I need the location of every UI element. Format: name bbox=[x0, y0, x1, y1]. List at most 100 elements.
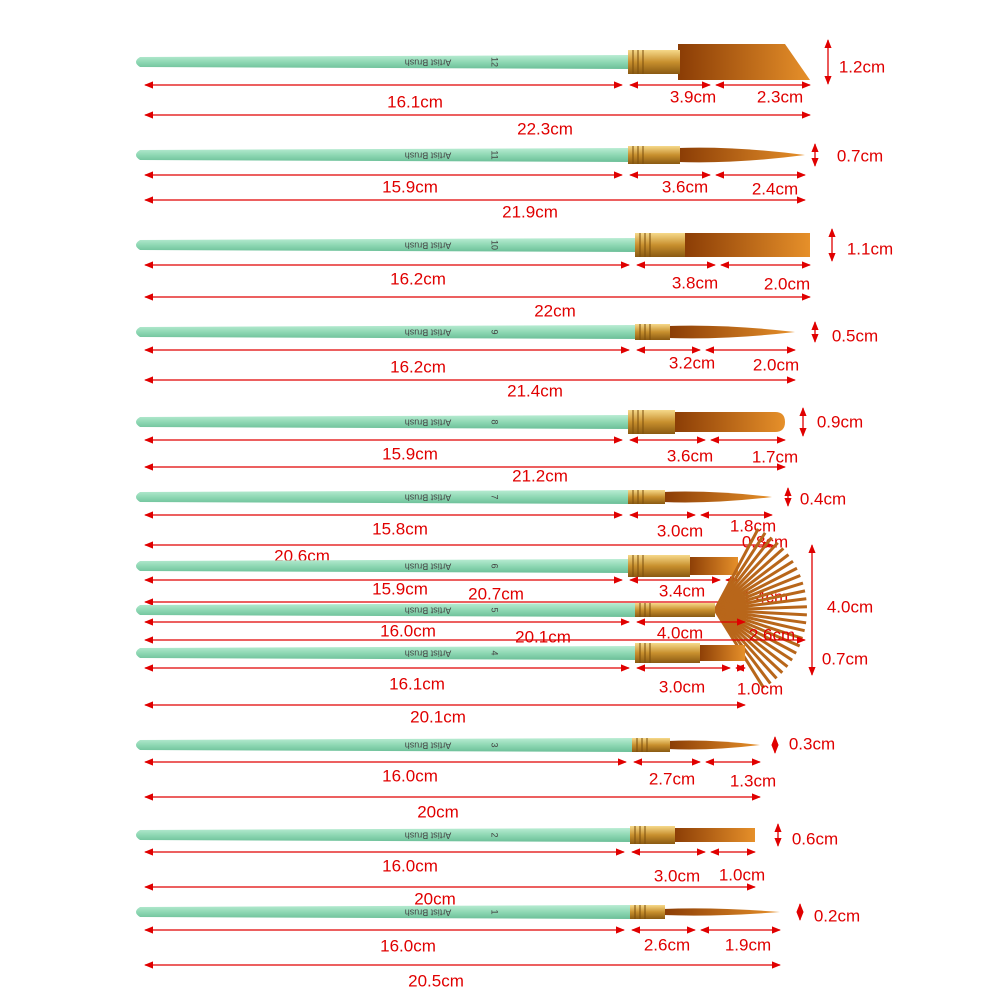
handle-length: 16.0cm bbox=[382, 856, 438, 875]
hair-width: 0.6cm bbox=[792, 829, 838, 848]
brush-hair bbox=[668, 740, 760, 750]
total-length: 20.1cm bbox=[515, 627, 571, 646]
ferrule-length: 2.6cm bbox=[644, 935, 690, 954]
brush: Artist Brush 4 bbox=[136, 643, 745, 663]
brush-ferrule bbox=[628, 555, 690, 577]
brush-handle bbox=[136, 559, 628, 573]
total-length: 21.4cm bbox=[507, 381, 563, 400]
ferrule-length: 3.6cm bbox=[667, 446, 713, 465]
hair-width: 0.7cm bbox=[837, 146, 883, 165]
brush-ferrule bbox=[635, 603, 715, 617]
brush-brand: Artist Brush bbox=[405, 831, 452, 841]
brush-ferrule bbox=[628, 490, 665, 504]
hair-length: 2.3cm bbox=[757, 87, 803, 106]
brush-number: 5 bbox=[490, 607, 500, 612]
brush-number: 6 bbox=[490, 563, 500, 568]
handle-length: 16.0cm bbox=[380, 621, 436, 640]
brush-handle bbox=[136, 148, 628, 162]
total-length: 22cm bbox=[534, 301, 576, 320]
hair-width: 0.4cm bbox=[800, 489, 846, 508]
hair-length: 2.0cm bbox=[753, 355, 799, 374]
brush-hair bbox=[663, 908, 780, 916]
brush-hair bbox=[683, 233, 810, 257]
brush-handle bbox=[136, 603, 635, 617]
brush: Artist Brush 12 bbox=[136, 44, 810, 80]
brush: Artist Brush 6 bbox=[136, 555, 738, 577]
brush-number: 9 bbox=[490, 329, 500, 334]
handle-length: 16.2cm bbox=[390, 357, 446, 376]
hair-width: 0.7cm bbox=[822, 649, 868, 668]
brush-handle bbox=[136, 325, 635, 339]
total-length: 21.2cm bbox=[512, 466, 568, 485]
brush-ferrule bbox=[630, 826, 675, 844]
total-length: 20cm bbox=[414, 889, 456, 908]
total-length: 20cm bbox=[417, 802, 459, 821]
hair-length: 2.4cm bbox=[752, 179, 798, 198]
brush-number: 7 bbox=[490, 494, 500, 499]
brush: Artist Brush 1 bbox=[136, 905, 780, 919]
brush-hair bbox=[688, 557, 738, 575]
brush-hair bbox=[678, 147, 805, 163]
brush-handle bbox=[136, 415, 628, 429]
brush-brand: Artist Brush bbox=[405, 418, 452, 428]
brush-hair bbox=[698, 645, 745, 661]
brush-handle bbox=[136, 905, 630, 919]
handle-length: 15.8cm bbox=[372, 519, 428, 538]
handle-length: 16.0cm bbox=[382, 766, 438, 785]
brush-hair bbox=[668, 325, 795, 339]
brush-ferrule bbox=[632, 738, 670, 752]
brush-handle bbox=[136, 55, 628, 69]
brush: Artist Brush 8 bbox=[136, 410, 785, 434]
brush: Artist Brush 3 bbox=[136, 738, 760, 752]
brush: Artist Brush 2 bbox=[136, 826, 755, 844]
handle-length: 16.0cm bbox=[380, 936, 436, 955]
brush-brand: Artist Brush bbox=[405, 493, 452, 503]
brush-ferrule bbox=[628, 50, 680, 74]
brush-handle bbox=[136, 828, 630, 842]
brush-ferrule bbox=[635, 324, 670, 340]
total-length: 20.5cm bbox=[408, 971, 464, 990]
hair-width: 0.2cm bbox=[814, 906, 860, 925]
ferrule-length: 3.0cm bbox=[659, 677, 705, 696]
brush: Artist Brush 10 bbox=[136, 233, 810, 257]
hair-length: 2.6cm bbox=[749, 625, 795, 644]
hair-length: 1.7cm bbox=[752, 447, 798, 466]
hair-length: 1.3cm bbox=[730, 771, 776, 790]
brush-hair bbox=[673, 412, 785, 432]
hair-length: 1.0cm bbox=[719, 865, 765, 884]
brush-brand: Artist Brush bbox=[405, 741, 452, 751]
brush-number: 11 bbox=[490, 150, 500, 159]
brush-hair bbox=[663, 491, 772, 503]
brush-brand: Artist Brush bbox=[405, 649, 452, 659]
ferrule-length: 2.7cm bbox=[649, 769, 695, 788]
brush-brand: Artist Brush bbox=[405, 241, 452, 251]
hair-width: 1.1cm bbox=[847, 239, 893, 258]
hair-width: 0.5cm bbox=[832, 326, 878, 345]
brush-number: 1 bbox=[490, 909, 500, 914]
hair-width: 4.0cm bbox=[827, 597, 873, 616]
handle-length: 15.9cm bbox=[372, 579, 428, 598]
handle-length: 15.9cm bbox=[382, 177, 438, 196]
ferrule-length: 4.0cm bbox=[657, 623, 703, 642]
brush-brand: Artist Brush bbox=[405, 908, 452, 918]
brush-brand: Artist Brush bbox=[405, 58, 452, 68]
brush-number: 4 bbox=[490, 650, 500, 655]
hair-length: 1.0cm bbox=[737, 679, 783, 698]
brush: Artist Brush 11 bbox=[136, 146, 805, 164]
handle-length: 16.2cm bbox=[390, 269, 446, 288]
hair-length: 1.9cm bbox=[725, 935, 771, 954]
brush-ferrule bbox=[628, 146, 680, 164]
brush-hair bbox=[678, 44, 810, 80]
brush: Artist Brush 9 bbox=[136, 324, 795, 340]
brush-brand: Artist Brush bbox=[405, 328, 452, 338]
brush-brand: Artist Brush bbox=[405, 562, 452, 572]
brush: Artist Brush 7 bbox=[136, 490, 772, 504]
brush-number: 12 bbox=[490, 57, 500, 67]
ferrule-length: 3.6cm bbox=[662, 177, 708, 196]
ferrule-length: 3.0cm bbox=[654, 866, 700, 885]
brush-handle bbox=[136, 490, 628, 504]
brush-ferrule bbox=[635, 643, 700, 663]
brush: Artist Brush 5 bbox=[136, 528, 807, 689]
ferrule-length: 3.0cm bbox=[657, 521, 703, 540]
